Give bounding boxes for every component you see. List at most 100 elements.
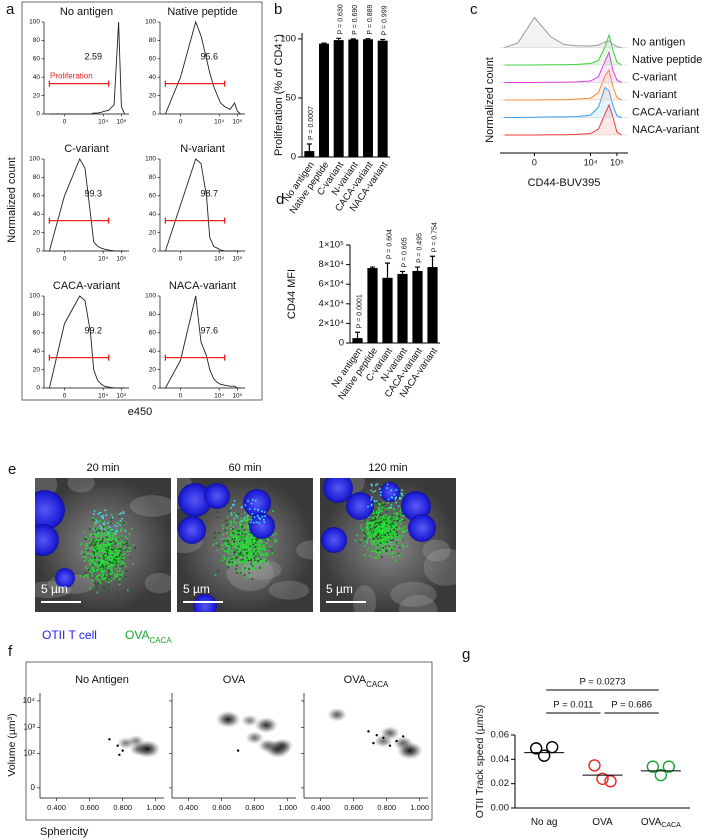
- green-signal: [94, 540, 96, 542]
- green-signal: [98, 563, 101, 566]
- green-signal: [123, 547, 126, 550]
- green-signal: [92, 525, 95, 527]
- green-signal: [371, 543, 374, 545]
- y-tick-label: 20: [149, 92, 157, 99]
- p-value: P = 0.604: [386, 229, 393, 259]
- green-signal: [391, 517, 393, 520]
- green-signal: [250, 563, 252, 565]
- y-tick-label: 100: [145, 293, 156, 300]
- green-signal: [373, 537, 375, 539]
- green-signal: [247, 553, 250, 555]
- green-signal: [239, 524, 241, 527]
- green-signal: [253, 538, 256, 540]
- green-signal: [116, 591, 118, 594]
- green-signal: [87, 538, 89, 540]
- green-signal: [121, 573, 123, 575]
- green-signal: [97, 538, 100, 541]
- green-signal: [399, 522, 402, 525]
- green-signal: [110, 559, 112, 561]
- green-signal: [403, 519, 406, 522]
- green-signal: [237, 529, 240, 532]
- green-signal: [252, 537, 254, 539]
- green-signal: [240, 546, 242, 548]
- green-signal: [230, 531, 233, 534]
- green-signal: [99, 535, 102, 537]
- green-signal: [104, 532, 106, 535]
- green-signal: [109, 571, 111, 573]
- green-signal: [94, 553, 97, 555]
- green-signal: [106, 532, 109, 535]
- green-signal: [251, 535, 254, 537]
- panel-title: No Antigen: [75, 674, 129, 686]
- green-signal: [243, 545, 245, 548]
- green-signal: [248, 565, 251, 568]
- green-signal: [231, 544, 234, 546]
- green-signal: [252, 565, 254, 567]
- green-signal: [87, 576, 89, 578]
- cyan-signal: [248, 508, 251, 510]
- green-signal: [101, 555, 104, 558]
- green-signal: [391, 539, 394, 541]
- green-signal: [115, 538, 117, 541]
- green-signal: [389, 514, 392, 517]
- green-signal: [249, 545, 251, 548]
- green-signal: [107, 546, 110, 548]
- green-signal: [214, 574, 217, 576]
- green-signal: [367, 524, 369, 527]
- green-signal: [395, 527, 397, 530]
- green-signal: [230, 545, 232, 547]
- green-signal: [93, 548, 96, 551]
- green-signal: [232, 536, 235, 539]
- green-signal: [123, 541, 126, 544]
- green-signal: [395, 526, 398, 529]
- y-tick-label: 0: [291, 152, 296, 163]
- green-signal: [251, 578, 254, 580]
- green-signal: [118, 557, 121, 560]
- green-signal: [394, 532, 396, 534]
- green-signal: [226, 561, 229, 564]
- green-signal: [371, 539, 374, 542]
- time-label: 120 min: [368, 462, 407, 474]
- bar: [348, 39, 359, 157]
- cyan-signal: [387, 498, 390, 501]
- green-signal: [93, 568, 96, 571]
- green-signal: [101, 576, 103, 578]
- green-signal: [246, 517, 249, 520]
- green-signal: [366, 525, 369, 528]
- green-signal: [266, 542, 268, 545]
- green-signal: [100, 534, 103, 537]
- green-signal: [390, 539, 393, 542]
- y-tick-label: 0.02: [491, 778, 510, 789]
- green-signal: [383, 503, 386, 506]
- cyan-signal: [401, 494, 404, 497]
- error-bar: [414, 266, 421, 271]
- green-signal: [245, 535, 248, 538]
- green-signal: [108, 547, 111, 550]
- green-signal: [104, 570, 106, 573]
- green-signal: [398, 526, 400, 529]
- green-signal: [91, 558, 94, 560]
- green-signal: [109, 557, 112, 560]
- cyan-signal: [116, 530, 118, 533]
- p-value: P = 0.630: [338, 4, 345, 34]
- green-signal: [250, 543, 253, 545]
- green-signal: [108, 537, 111, 540]
- green-signal: [397, 542, 400, 544]
- cyan-signal: [400, 492, 403, 495]
- green-signal: [110, 573, 112, 575]
- green-signal: [380, 539, 383, 541]
- green-signal: [394, 512, 397, 515]
- t-cell: [408, 514, 436, 542]
- green-signal: [385, 517, 388, 520]
- x-tick-label: 0: [532, 157, 537, 167]
- green-signal: [399, 546, 401, 549]
- green-signal: [228, 557, 230, 560]
- green-signal: [240, 537, 243, 540]
- legend-label: N-variant: [632, 89, 677, 101]
- green-signal: [380, 521, 382, 523]
- green-signal: [121, 557, 124, 560]
- green-signal: [236, 537, 238, 539]
- green-signal: [103, 530, 105, 533]
- green-signal: [116, 539, 119, 542]
- green-signal: [236, 572, 238, 574]
